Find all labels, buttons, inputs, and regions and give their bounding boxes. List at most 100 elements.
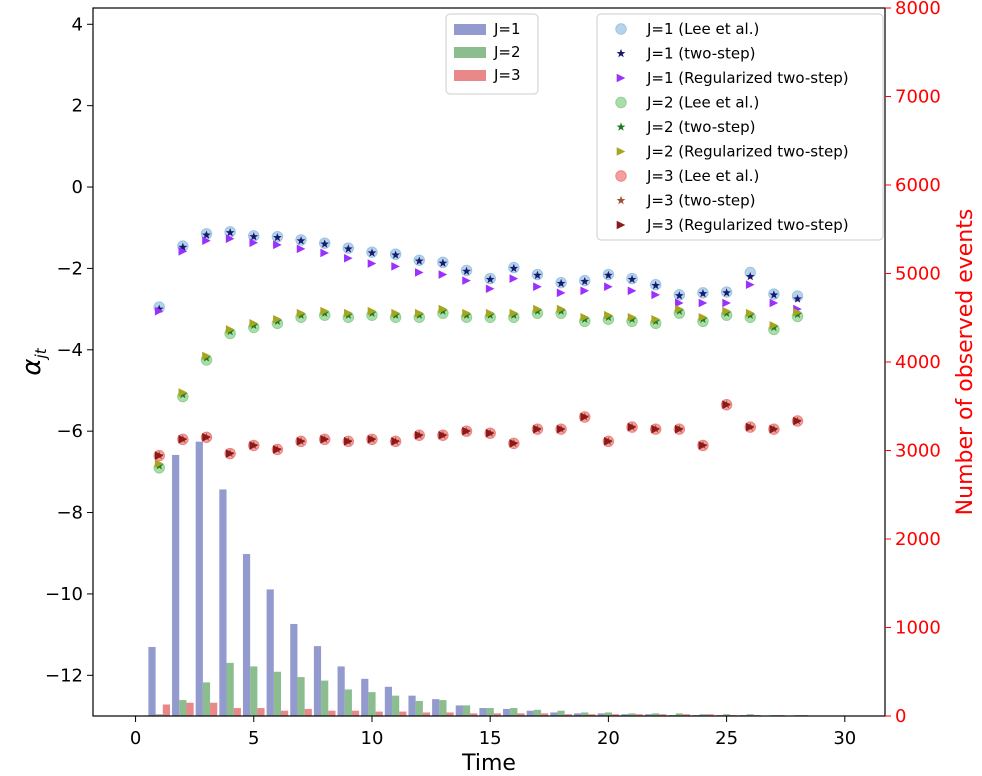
point-s2-t22	[651, 280, 661, 290]
y2-tick-label-2000: 2000	[895, 529, 941, 550]
y-tick-label-0: 4	[72, 14, 83, 35]
point-s9-t28	[793, 416, 802, 426]
bar-j3-t24	[706, 714, 714, 716]
point-s2-t8	[320, 239, 330, 248]
point-s9-t14	[462, 426, 471, 436]
bar-j3-t21	[635, 714, 643, 716]
point-s6-t4	[225, 325, 235, 334]
legend-scatter-label-3: J=1 (Regularized two-step)	[646, 69, 849, 87]
point-s3-t12	[414, 268, 424, 277]
point-s2-t17	[533, 270, 542, 280]
point-s6-t7	[296, 308, 306, 318]
bar-j2-t14	[462, 705, 471, 716]
point-s3-t17	[533, 282, 542, 292]
bar-j2-t16	[510, 708, 518, 716]
bar-j1-t3	[195, 441, 203, 716]
point-s6-t25	[722, 306, 731, 316]
point-s3-t16	[509, 274, 519, 283]
bar-j3-t11	[399, 711, 407, 716]
point-s6-t23	[675, 304, 684, 314]
point-s6-t5	[249, 319, 259, 328]
point-s3-t1	[154, 306, 164, 316]
bar-j2-t20	[604, 712, 612, 716]
bar-j1-t13	[432, 699, 440, 716]
bar-j2-t2	[179, 700, 187, 716]
point-s2-t4	[225, 228, 235, 237]
bar-j3-t20	[611, 714, 620, 716]
legend-scatter-label-6: J=2 (Regularized two-step)	[646, 143, 849, 161]
point-s3-t4	[225, 234, 235, 244]
y-tick-label-4: −4	[56, 340, 83, 361]
bar-j2-t4	[226, 662, 234, 716]
point-s6-t6	[273, 314, 282, 324]
point-s2-t12	[414, 256, 424, 265]
y2-tick-label-1000: 1000	[895, 618, 941, 639]
legend-scatter-box	[596, 13, 884, 241]
legend-marker-4	[615, 96, 627, 109]
bar-j3-t4	[233, 708, 241, 716]
point-s6-t22	[651, 314, 660, 324]
bar-j1-t21	[621, 714, 629, 716]
bar-j2-t17	[533, 709, 542, 716]
point-s3-t24	[698, 298, 708, 308]
point-s2-t19	[580, 276, 590, 286]
point-s6-t3	[202, 351, 211, 361]
point-s2-t24	[698, 289, 708, 298]
bar-j2-t6	[273, 671, 282, 716]
point-s9-t2	[178, 435, 188, 444]
legend-scatter-label-7: J=3 (Lee et al.)	[646, 167, 759, 185]
point-s6-t24	[698, 312, 708, 322]
point-s3-t7	[296, 244, 306, 254]
x-tick-label-0: 0	[130, 728, 141, 749]
bar-j2-t13	[439, 700, 447, 716]
x-tick-label-15: 15	[479, 728, 502, 749]
point-s2-t21	[627, 274, 637, 284]
point-s9-t1	[154, 451, 164, 460]
legend-bar-label-2: J=2	[493, 43, 521, 61]
bar-j1-t11	[384, 686, 393, 716]
x-axis: 0 5 10 15 20 25 30	[130, 716, 856, 749]
legend-marker-2	[616, 48, 626, 58]
point-s9-t18	[556, 424, 566, 434]
point-s6-t2	[178, 388, 188, 397]
point-s9-t4	[225, 449, 235, 458]
point-s9-t20	[604, 437, 613, 446]
bar-j2-t8	[321, 680, 329, 716]
point-s2-t14	[462, 266, 471, 275]
bar-j1-t8	[313, 646, 322, 716]
y-tick-label-3: −2	[56, 258, 83, 279]
bar-j2-t22	[652, 713, 660, 716]
y2-tick-label-3000: 3000	[895, 441, 941, 462]
bar-j3-t9	[351, 710, 360, 716]
legend-marker-3	[616, 73, 626, 83]
point-s3-t27	[769, 298, 779, 308]
legend-marker-6	[616, 147, 626, 156]
bar-j1-t17	[526, 710, 534, 716]
point-s2-t11	[391, 250, 400, 259]
point-s3-t25	[722, 298, 731, 308]
bar-j2-t9	[344, 689, 352, 716]
x-tick-label-20: 20	[597, 728, 620, 749]
x-tick-label-10: 10	[361, 728, 384, 749]
bar-j1-t20	[597, 713, 605, 716]
point-s9-t9	[344, 437, 353, 446]
point-s6-t16	[509, 308, 519, 318]
bar-j3-t6	[281, 710, 289, 716]
point-s9-t16	[509, 439, 519, 448]
bar-j1-t12	[408, 695, 416, 716]
point-s6-t9	[344, 308, 353, 318]
bar-j2-t25	[723, 714, 731, 716]
bar-j1-t9	[337, 666, 345, 716]
y2-tick-label-6000: 6000	[895, 175, 941, 196]
point-s9-t22	[651, 424, 660, 434]
point-s3-t5	[249, 238, 259, 248]
legend-scatter-label-5: J=2 (two-step)	[646, 118, 755, 136]
point-s9-t11	[391, 437, 400, 446]
bar-j3-t7	[304, 708, 312, 716]
bar-j3-t18	[564, 714, 572, 716]
bar-j3-t22	[659, 714, 667, 716]
y2-tick-label-5000: 5000	[895, 264, 941, 285]
point-s2-t16	[509, 263, 519, 273]
bar-j1-t5	[242, 554, 251, 716]
point-s2-t3	[202, 230, 211, 239]
